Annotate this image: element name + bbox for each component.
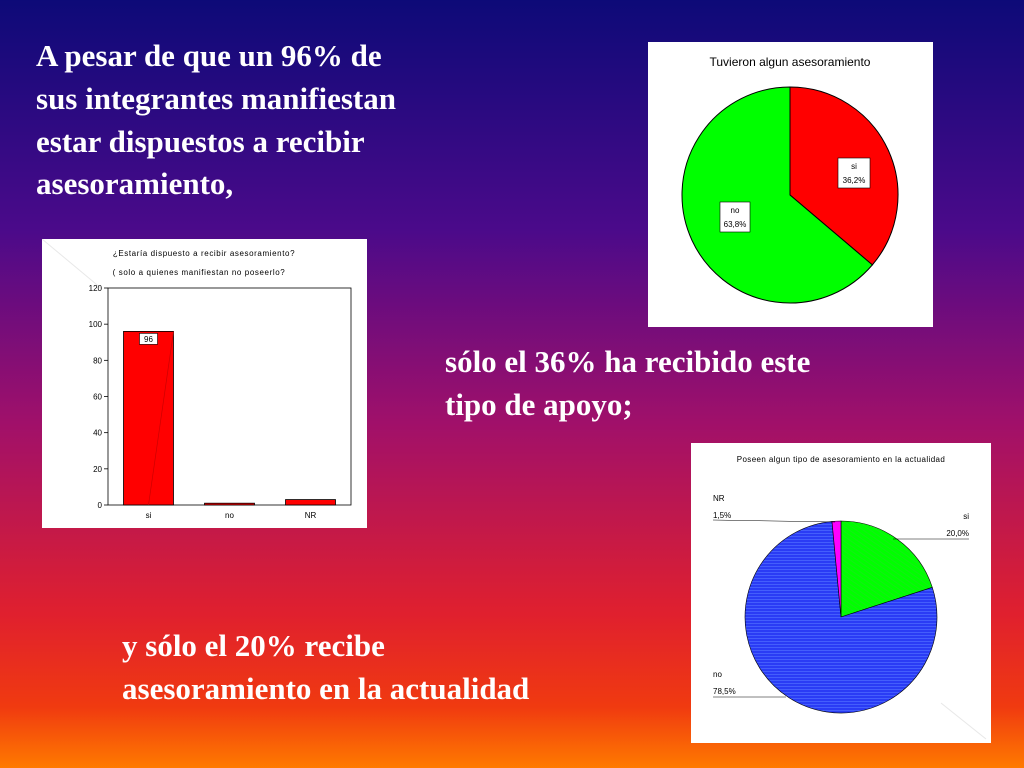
bar-chart: ¿Estaría dispuesto a recibir asesoramien… [42, 239, 352, 520]
leader-line-nr [712, 519, 836, 523]
slice-label-si: si [963, 512, 969, 521]
text-block-3: y sólo el 20% recibe asesoramiento en la… [122, 625, 529, 711]
pie-slice-no [744, 521, 938, 714]
y-tick-label: 20 [93, 465, 102, 474]
svg-text:96: 96 [144, 335, 153, 344]
text-line: asesoramiento en la actualidad [122, 670, 530, 706]
text-block-2: sólo el 36% ha recibido este tipo de apo… [445, 341, 810, 427]
slice-label-nr: NR [713, 494, 725, 503]
pie-chart-panel-1: Tuvieron algun asesoramiento si 36,2% no… [648, 42, 933, 327]
x-tick-label: no [225, 511, 234, 520]
x-tick-label: si [146, 511, 152, 520]
slice-label-no: no [713, 670, 722, 679]
slice-label: si [851, 162, 857, 171]
slice-value-nr: 1,5% [713, 511, 731, 520]
text-line: asesoramiento, [36, 166, 234, 202]
chart-title: ¿Estaría dispuesto a recibir asesoramien… [113, 249, 295, 258]
text-line: tipo de apoyo; [445, 386, 633, 422]
slice-label: no [731, 206, 740, 215]
y-tick-label: 60 [93, 393, 102, 402]
text-line: y sólo el 20% recibe [122, 628, 385, 663]
y-tick-label: 0 [98, 501, 103, 510]
slice-value: 63,8% [724, 220, 747, 229]
pie-chart-2: Poseen algun tipo de asesoramiento en la… [712, 455, 987, 740]
pie-chart-1: Tuvieron algun asesoramiento si 36,2% no… [681, 55, 899, 304]
bar-NR [285, 499, 336, 506]
slice-value-si: 20,0% [946, 529, 969, 538]
y-tick-label: 80 [93, 356, 102, 365]
slice-value-no: 78,5% [713, 687, 736, 696]
chart-subtitle: ( solo a quienes manifiestan no poseerlo… [113, 268, 286, 277]
text-line: sus integrantes manifiestan [36, 80, 396, 116]
slice-value: 36,2% [843, 176, 866, 185]
bar-si [123, 331, 174, 506]
text-line: sólo el 36% ha recibido este [445, 344, 811, 379]
pie-slice-no [681, 86, 874, 304]
text-block-1: A pesar de que un 96% de sus integrantes… [36, 35, 396, 206]
chart-title: Tuvieron algun asesoramiento [710, 55, 871, 69]
chart-title: Poseen algun tipo de asesoramiento en la… [737, 455, 946, 464]
bar-chart-panel: ¿Estaría dispuesto a recibir asesoramien… [42, 239, 367, 528]
y-tick-label: 40 [93, 429, 102, 438]
bar-diagonal [148, 331, 174, 506]
pie-slice-si [840, 520, 933, 618]
slice-label-box-si: si 36,2% [837, 157, 871, 189]
pie-slice-NR [831, 520, 842, 618]
pie-chart-panel-2: Poseen algun tipo de asesoramiento en la… [691, 443, 991, 743]
y-tick-label: 120 [89, 284, 103, 293]
bar-no [204, 502, 255, 506]
y-tick-label: 100 [89, 320, 103, 329]
bar-data-label: 96 [139, 333, 158, 345]
x-tick-label: NR [305, 511, 317, 520]
text-line: A pesar de que un 96% de [36, 38, 382, 73]
slice-label-box-no: no 63,8% [719, 201, 751, 233]
text-line: estar dispuestos a recibir [36, 123, 365, 159]
